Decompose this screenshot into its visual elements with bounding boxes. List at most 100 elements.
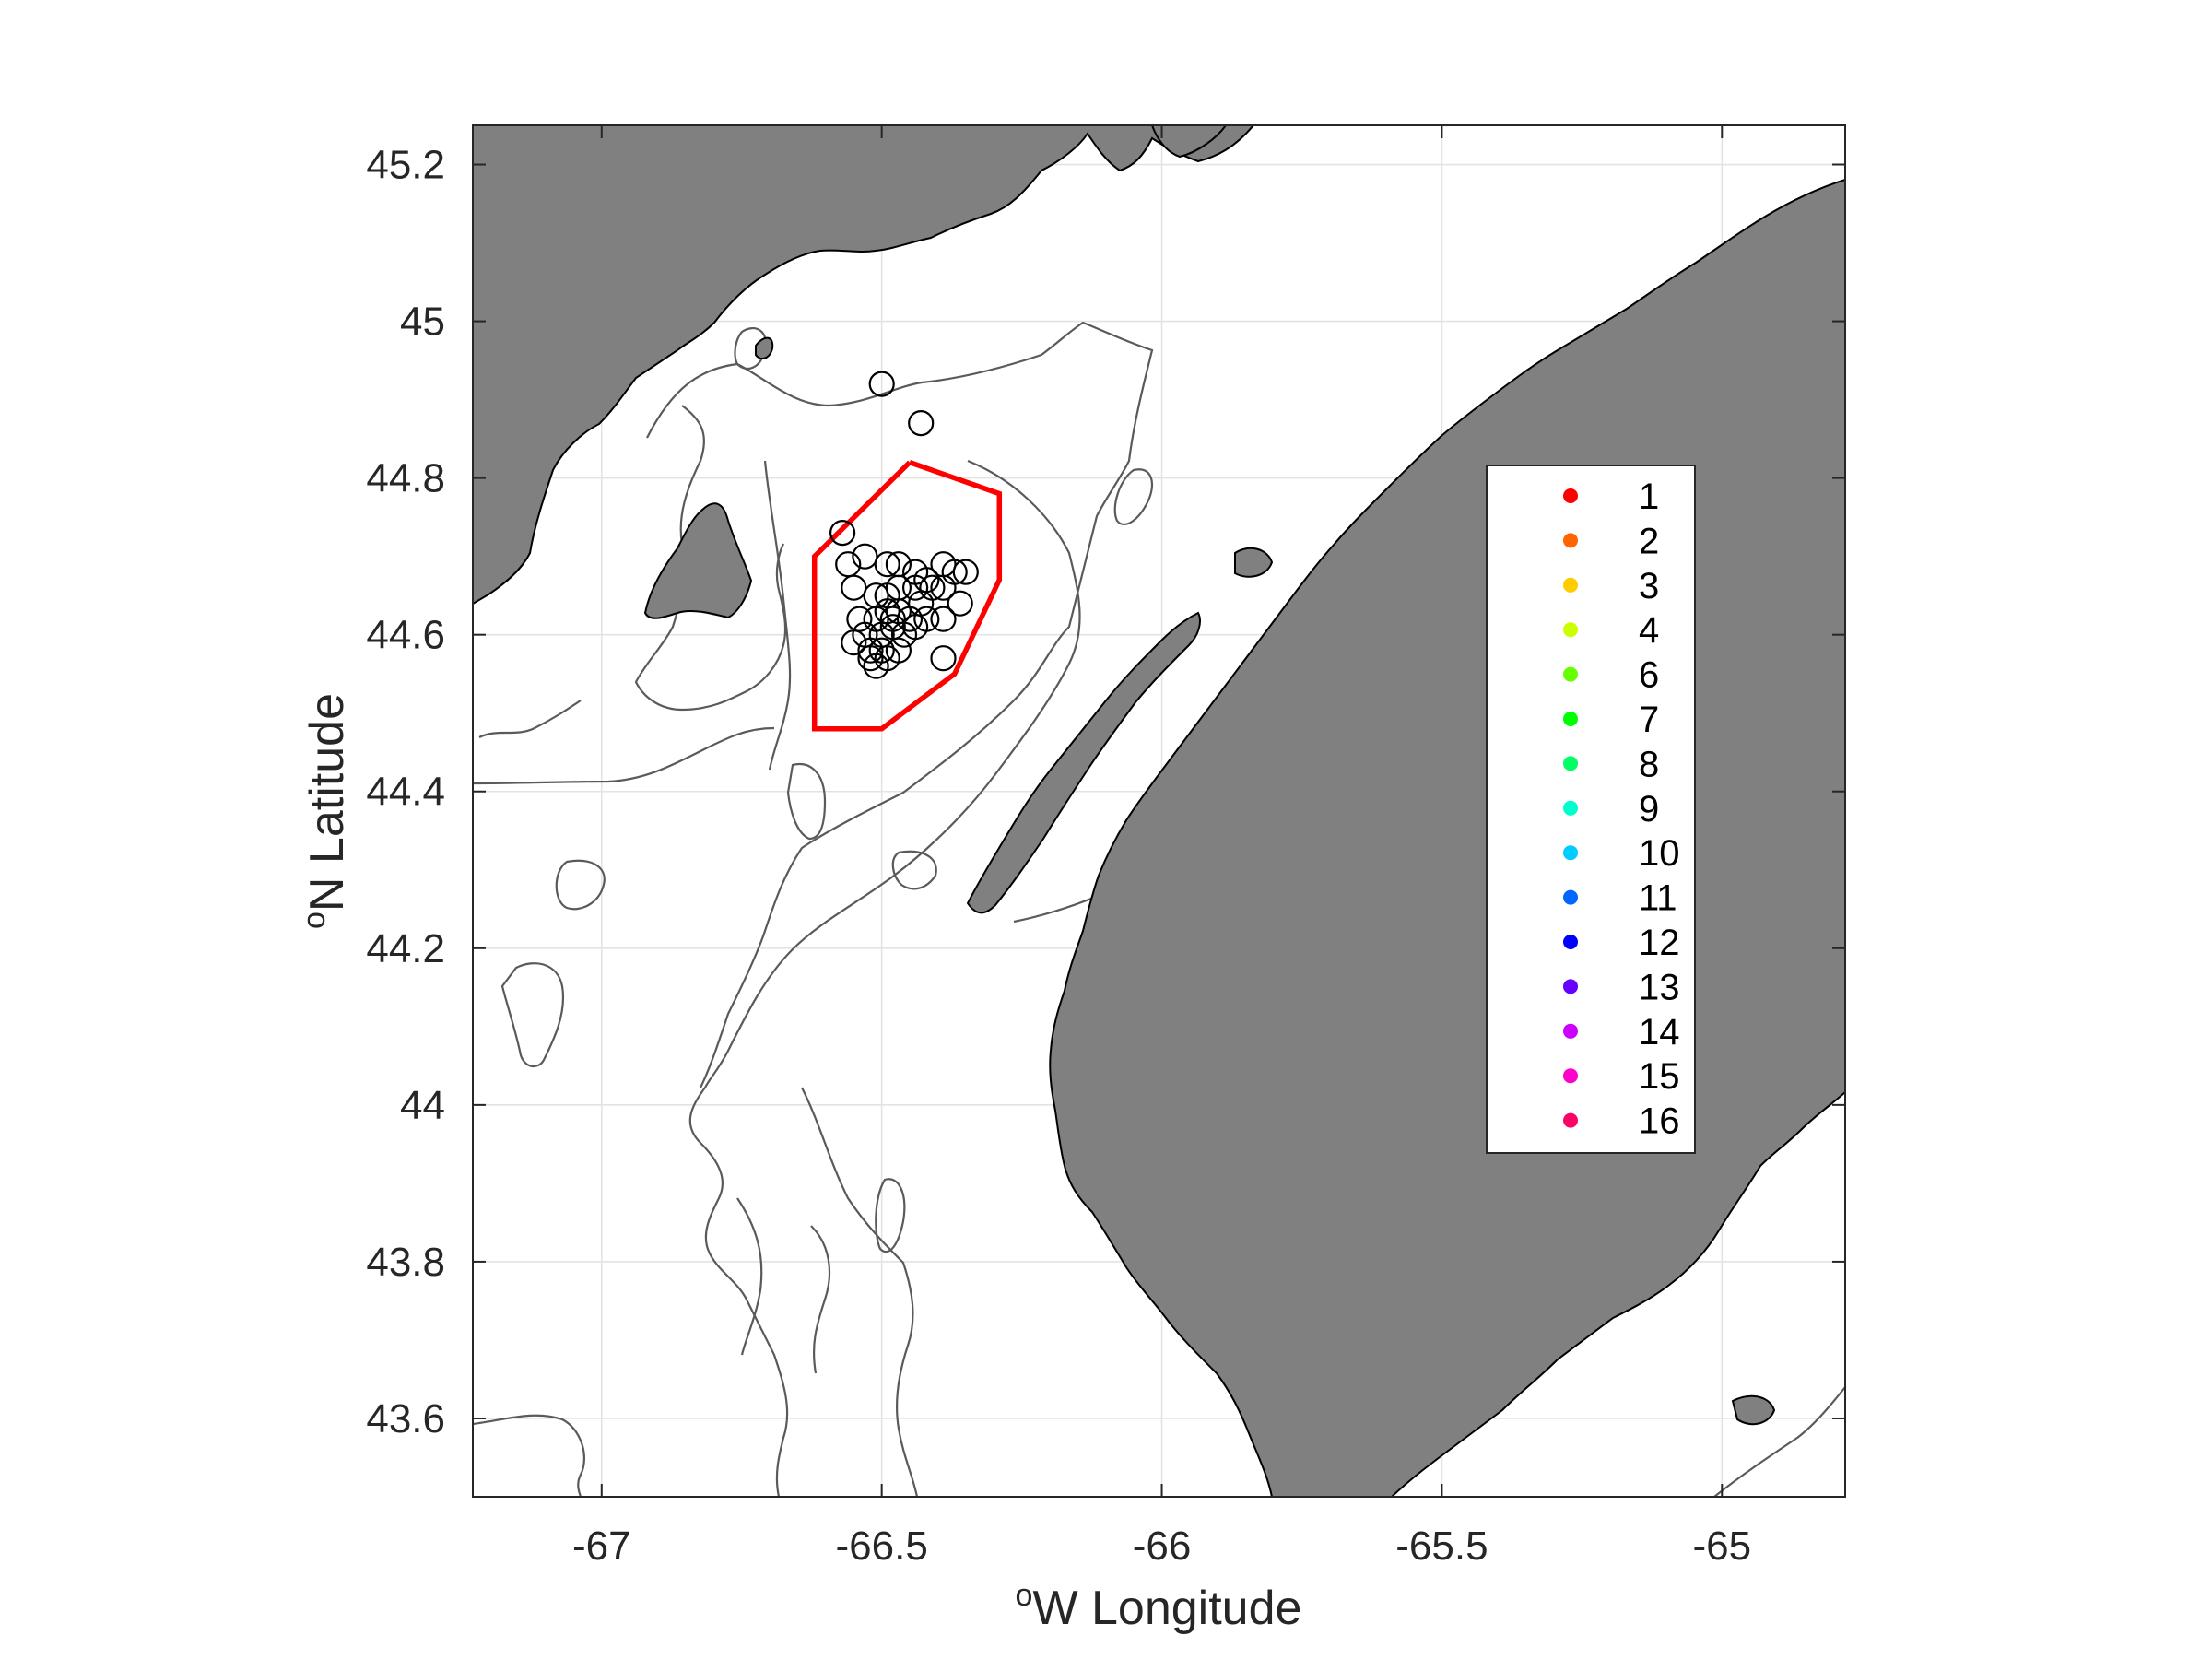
- y-tick-label: 43.6: [366, 1396, 445, 1441]
- sighting-marker: [879, 606, 906, 632]
- legend-marker: [1563, 712, 1578, 726]
- legend-marker: [1563, 935, 1578, 949]
- y-tick-label: 45: [400, 300, 445, 345]
- legend-marker: [1563, 1112, 1578, 1128]
- study-area-polygon: [811, 460, 1003, 732]
- legend-label: 1: [1639, 477, 1659, 517]
- x-axis-label: oW Longitude: [1016, 1578, 1302, 1635]
- land-island-3: [1731, 1394, 1776, 1426]
- legend-label: 11: [1639, 878, 1677, 919]
- legend-label: 7: [1639, 700, 1659, 740]
- sighting-marker: [930, 574, 957, 601]
- contour-line: [555, 859, 606, 911]
- sighting-marker: [908, 410, 935, 437]
- y-axis-label: oN Latitude: [297, 693, 354, 929]
- y-tick-label: 44.8: [366, 456, 445, 501]
- legend-label: 3: [1639, 566, 1659, 606]
- y-axis-label-superscript: o: [297, 912, 332, 929]
- legend-marker: [1563, 756, 1578, 771]
- legend-marker: [1563, 488, 1578, 503]
- contour-line: [688, 1087, 789, 1497]
- sighting-marker: [868, 371, 895, 397]
- legend-label: 16: [1639, 1101, 1680, 1142]
- x-axis-label-superscript: o: [1016, 1578, 1033, 1613]
- legend-label: 13: [1639, 967, 1680, 1007]
- legend-marker: [1563, 800, 1578, 816]
- land-digby-neck: [966, 611, 1201, 914]
- x-tick-label: -67: [572, 1524, 631, 1569]
- contour-line: [801, 1087, 919, 1497]
- legend-marker: [1563, 666, 1578, 682]
- legend-label: 9: [1639, 789, 1659, 830]
- legend-label: 15: [1639, 1056, 1680, 1097]
- contour-line: [810, 1225, 831, 1374]
- legend-marker: [1563, 889, 1578, 905]
- legend-label: 14: [1639, 1012, 1680, 1053]
- y-tick-label: 45.2: [366, 143, 445, 188]
- contour-line: [1713, 1386, 1845, 1497]
- legend-label: 10: [1639, 833, 1680, 874]
- contour-line: [473, 726, 775, 785]
- y-axis-label-text: N Latitude: [300, 693, 354, 912]
- contour-line: [786, 762, 827, 841]
- legend-label: 8: [1639, 744, 1659, 784]
- contour-line: [478, 700, 582, 738]
- legend-marker: [1563, 979, 1578, 994]
- x-tick-label: -65: [1692, 1524, 1751, 1569]
- land-island-2: [1234, 547, 1274, 578]
- contour-line: [875, 1178, 906, 1253]
- x-tick-label: -66.5: [836, 1524, 928, 1569]
- contour-line: [763, 460, 792, 771]
- sighting-marker: [841, 574, 867, 601]
- axis-ticks: -67 -66.5 -66 -65.5 -65 45.2 45 44.8 44.6 44.4 44.…: [366, 125, 1845, 1569]
- land-island-4: [1150, 125, 1228, 159]
- y-tick-label: 44.2: [366, 926, 445, 971]
- legend-label: 2: [1639, 521, 1659, 561]
- sighting-marker: [930, 645, 957, 672]
- y-tick-label: 44.4: [366, 770, 445, 815]
- sighting-marker: [901, 574, 929, 601]
- axes-box: [472, 124, 1846, 1498]
- contour-line: [500, 962, 565, 1067]
- legend-marker: [1563, 622, 1578, 638]
- bathymetry-contours: [473, 321, 1845, 1497]
- land-island-north-1: [755, 336, 774, 360]
- sighting-marker: [874, 551, 900, 578]
- legend-marker: [1563, 1068, 1578, 1084]
- sightings-layer: [829, 371, 979, 679]
- y-tick-label: 43.8: [366, 1240, 445, 1285]
- x-tick-label: -65.5: [1395, 1524, 1488, 1569]
- sighting-marker: [947, 590, 973, 617]
- land-mainland-north: [473, 125, 1255, 606]
- legend-label: 4: [1639, 610, 1659, 651]
- legend-marker: [1563, 1023, 1578, 1039]
- contour-line: [736, 1197, 763, 1356]
- contour-line: [891, 850, 937, 890]
- sighting-marker: [829, 519, 856, 547]
- legend-box: [1486, 465, 1696, 1154]
- contour-line: [704, 459, 1081, 1088]
- sighting-marker: [952, 559, 979, 585]
- sighting-marker: [852, 543, 878, 570]
- land-grand-manan: [643, 502, 753, 619]
- sighting-marker: [841, 629, 867, 656]
- contour-line: [1113, 468, 1154, 525]
- contour-line: [634, 405, 787, 712]
- contour-line: [473, 1414, 585, 1497]
- x-axis-label-text: W Longitude: [1032, 1582, 1301, 1635]
- sighting-marker: [930, 606, 957, 632]
- contour-line: [734, 327, 768, 371]
- y-tick-label: 44: [400, 1083, 445, 1128]
- sighting-marker: [857, 637, 884, 664]
- y-tick-label: 44.6: [366, 613, 445, 658]
- contour-line: [646, 321, 1154, 1088]
- sighting-marker: [901, 614, 929, 641]
- x-tick-label: -66: [1133, 1524, 1192, 1569]
- legend-label: 12: [1639, 923, 1680, 963]
- sighting-marker: [857, 645, 884, 672]
- legend-label: 6: [1639, 655, 1659, 696]
- legend-marker: [1563, 533, 1578, 548]
- legend-marker: [1563, 845, 1578, 861]
